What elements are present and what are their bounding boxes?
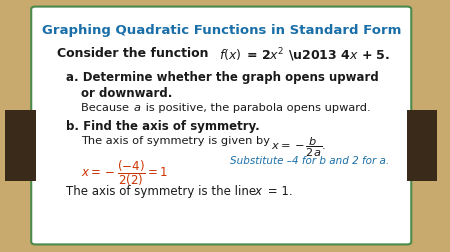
Bar [407, 111, 437, 181]
Text: = 1.: = 1. [264, 184, 292, 197]
Text: Because: Because [81, 102, 132, 112]
Text: or downward.: or downward. [81, 87, 172, 100]
Text: $x$: $x$ [254, 184, 263, 197]
Text: Graphing Quadratic Functions in Standard Form: Graphing Quadratic Functions in Standard… [41, 24, 401, 37]
Text: $f(x)$: $f(x)$ [219, 47, 242, 61]
Text: The axis of symmetry is the line: The axis of symmetry is the line [66, 184, 260, 197]
Text: = 2$x^2$ \u2013 4$x$ + 5.: = 2$x^2$ \u2013 4$x$ + 5. [242, 47, 390, 64]
Text: The axis of symmetry is given by: The axis of symmetry is given by [81, 135, 274, 145]
Text: $x = -\dfrac{b}{2a}$.: $x = -\dfrac{b}{2a}$. [271, 135, 326, 159]
Text: a: a [134, 102, 141, 112]
Text: a. Determine whether the graph opens upward: a. Determine whether the graph opens upw… [66, 71, 378, 83]
Bar [5, 111, 36, 181]
FancyBboxPatch shape [31, 8, 411, 244]
Text: $x = -\dfrac{(-4)}{2(2)} = 1$: $x = -\dfrac{(-4)}{2(2)} = 1$ [81, 158, 168, 187]
Text: is positive, the parabola opens upward.: is positive, the parabola opens upward. [142, 102, 370, 112]
Text: Consider the function: Consider the function [57, 47, 213, 59]
Text: b. Find the axis of symmetry.: b. Find the axis of symmetry. [66, 120, 260, 133]
Text: Substitute –4 for b and 2 for a.: Substitute –4 for b and 2 for a. [230, 156, 389, 166]
